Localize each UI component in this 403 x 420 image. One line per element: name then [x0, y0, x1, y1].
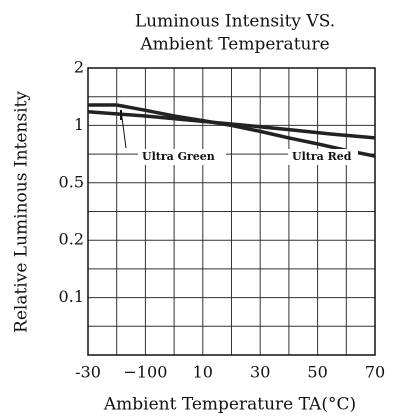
y-tick-label: 2: [74, 58, 84, 77]
series-label: Ultra Red: [292, 150, 352, 163]
x-tick-label: 10: [193, 363, 213, 382]
label-bg: [138, 149, 226, 165]
plot-frame: [87, 67, 376, 356]
chart-title: Luminous Intensity VS.: [135, 12, 335, 32]
x-tick-label: 30: [250, 363, 270, 382]
y-axis-label: Relative Luminous Intensity: [12, 91, 32, 333]
y-tick-label: 1: [74, 115, 84, 134]
x-axis-label: Ambient Temperature TA(°C): [103, 395, 356, 415]
x-tick-label: 70: [365, 363, 385, 382]
line-series: [87, 109, 376, 140]
series-label: Ultra Green: [142, 150, 215, 163]
label-bg: [288, 149, 358, 165]
x-tick-label: -30: [75, 363, 101, 382]
y-tick-label: 0.2: [59, 230, 84, 249]
y-tick-label: 0.5: [59, 172, 84, 191]
x-tick-label: −100: [123, 363, 167, 382]
chart-title: Ambient Temperature: [139, 35, 329, 55]
x-tick-label: 50: [307, 363, 327, 382]
y-tick-label: 0.1: [59, 287, 84, 306]
